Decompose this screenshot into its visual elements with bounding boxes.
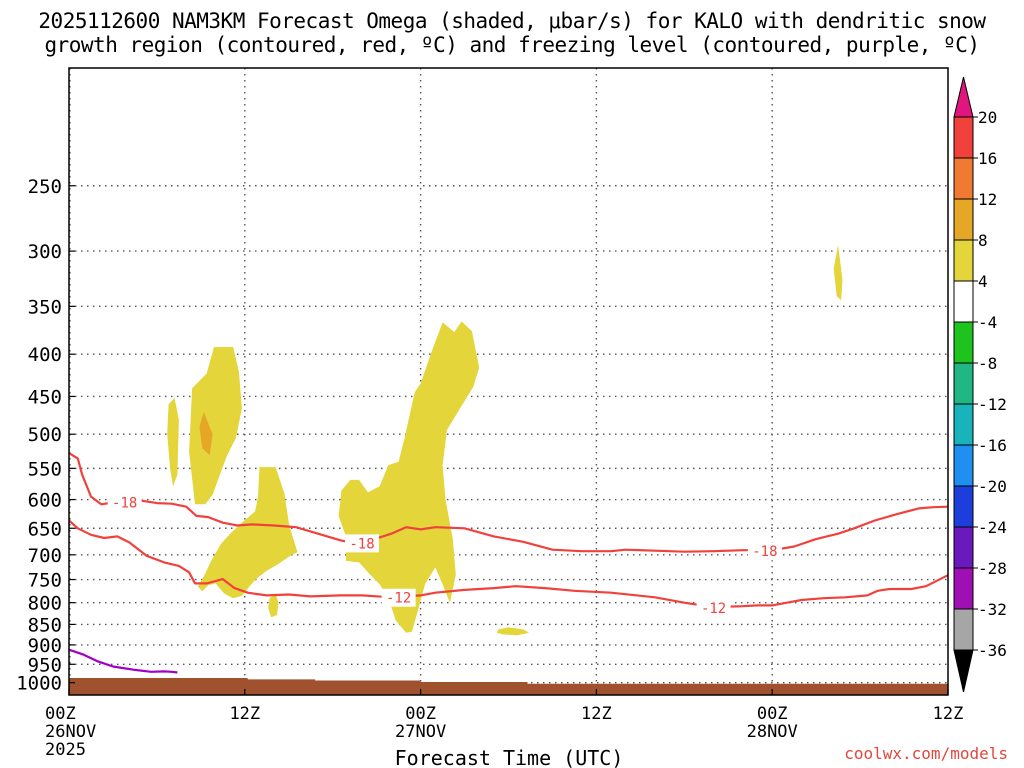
- colorbar-bin-3: [953, 239, 974, 282]
- y-tick-label-700: 700: [28, 545, 62, 567]
- contour-label-1-0: -12: [386, 591, 411, 607]
- colorbar-label-13: -36: [978, 641, 1007, 660]
- y-tick-label-400: 400: [28, 344, 62, 366]
- colorbar-bin-12: [953, 608, 974, 651]
- x-tick-label-4: 00Z: [757, 704, 788, 724]
- y-tick-label-900: 900: [28, 635, 62, 657]
- omega-region-1: [189, 347, 242, 505]
- colorbar-bin-7: [953, 403, 974, 446]
- colorbar-label-8: -16: [978, 436, 1007, 455]
- contour-label-bg-0-1: [345, 534, 379, 553]
- y-tick-label-950: 950: [28, 654, 62, 676]
- omega-shading: [167, 245, 843, 636]
- y-tick-label-800: 800: [28, 593, 62, 615]
- contour-label-bg-1-0: [381, 588, 416, 607]
- contour-label-0-2: -18: [752, 544, 777, 560]
- colorbar-label-9: -20: [978, 477, 1007, 496]
- omega-region-6: [496, 627, 529, 636]
- colorbar-top-arrow: [953, 76, 974, 118]
- colorbar-bin-2: [953, 198, 974, 241]
- omega-region-4: [268, 593, 279, 618]
- grid: [69, 68, 948, 695]
- x-axis-label: Forecast Time (UTC): [395, 746, 624, 768]
- colorbar-label-10: -24: [978, 518, 1007, 537]
- contour-label-bg-0-2: [747, 542, 782, 561]
- contour-label-0-1: -18: [349, 536, 374, 552]
- contour-line-2: [69, 648, 178, 674]
- contour-label-1-1: -12: [701, 601, 726, 617]
- x-tick-year-0: 2025: [45, 740, 86, 760]
- y-tick-label-650: 650: [28, 518, 62, 540]
- x-tick-date-2: 27NOV: [395, 722, 446, 742]
- terrain: [69, 678, 948, 695]
- x-tick-label-1: 12Z: [229, 704, 260, 724]
- x-tick-label-5: 12Z: [933, 704, 964, 724]
- y-tick-label-750: 750: [28, 570, 62, 592]
- colorbar-label-0: 20: [978, 108, 997, 127]
- colorbar-label-5: -4: [978, 313, 997, 332]
- y-tick-label-300: 300: [28, 241, 62, 263]
- colorbar-label-1: 16: [978, 149, 997, 168]
- colorbar-label-4: 4: [978, 272, 988, 291]
- colorbar-label-7: -12: [978, 395, 1007, 414]
- colorbar-label-3: 8: [978, 231, 988, 250]
- contour-label-bg-0-0: [107, 493, 142, 512]
- y-tick-label-350: 350: [28, 296, 62, 318]
- colorbar-bin-11: [953, 567, 974, 610]
- y-tick-label-1000: 1000: [16, 673, 62, 695]
- colorbar-bin-0: [953, 116, 974, 159]
- colorbar-label-11: -28: [978, 559, 1007, 578]
- chart-title-line-1: 2025112600 NAM3KM Forecast Omega (shaded…: [38, 9, 986, 33]
- chart-title-line-2: growth region (contoured, red, ºC) and f…: [44, 33, 980, 57]
- omega-region-5: [338, 321, 480, 633]
- colorbar-bin-9: [953, 485, 974, 528]
- y-tick-label-600: 600: [28, 490, 62, 512]
- y-tick-label-450: 450: [28, 386, 62, 408]
- omega-region-3: [197, 467, 298, 599]
- y-tick-label-850: 850: [28, 614, 62, 636]
- x-tick-label-2: 00Z: [405, 704, 436, 724]
- omega-region-2: [199, 412, 213, 456]
- x-tick-date-0: 26NOV: [45, 722, 96, 742]
- omega-region-0: [167, 398, 179, 487]
- colorbar-bin-4: [953, 280, 974, 323]
- plot-frame: [68, 67, 949, 696]
- terrain-surface: [69, 678, 948, 695]
- colorbar-bottom-arrow: [953, 649, 974, 693]
- x-tick-label-3: 12Z: [581, 704, 612, 724]
- colorbar-label-12: -32: [978, 600, 1007, 619]
- y-tick-label-250: 250: [28, 176, 62, 198]
- contour-line-1: [69, 519, 948, 609]
- y-tick-label-500: 500: [28, 424, 62, 446]
- y-tick-label-550: 550: [28, 458, 62, 480]
- x-tick-label-0: 00Z: [45, 704, 76, 724]
- colorbar-bin-6: [953, 362, 974, 405]
- contour-label-bg-1-1: [696, 599, 731, 618]
- colorbar-bin-1: [953, 157, 974, 200]
- colorbar: 20 16 12 8 4 -4 -8 -12 -16 -20 -24 -28 -32 -36: [953, 76, 1007, 693]
- credit-text: coolwx.com/models: [844, 744, 1008, 763]
- x-tick-date-4: 28NOV: [747, 722, 798, 742]
- colorbar-label-6: -8: [978, 354, 997, 373]
- contour-line-0: [69, 452, 948, 553]
- omega-region-7: [833, 245, 843, 301]
- y-axis: 2503003504004505005506006507007508008509…: [16, 176, 75, 695]
- colorbar-bin-10: [953, 526, 974, 569]
- colorbar-bin-5: [953, 321, 974, 364]
- colorbar-label-2: 12: [978, 190, 997, 209]
- colorbar-bin-8: [953, 444, 974, 487]
- contour-label-0-0: -18: [112, 496, 137, 512]
- contours: -18 -18 -18 -12 -12: [69, 452, 948, 674]
